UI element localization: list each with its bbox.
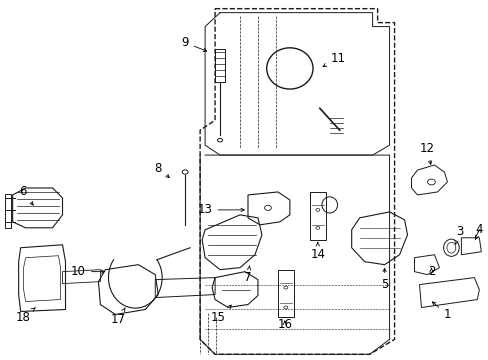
Text: 8: 8 bbox=[154, 162, 169, 177]
Text: 16: 16 bbox=[277, 318, 292, 331]
Text: 7: 7 bbox=[244, 266, 251, 284]
Text: 9: 9 bbox=[181, 36, 206, 51]
Text: 1: 1 bbox=[431, 302, 450, 321]
Bar bbox=[277, 270, 293, 318]
Text: 4: 4 bbox=[474, 223, 482, 239]
Text: 11: 11 bbox=[323, 52, 345, 67]
Text: 10: 10 bbox=[71, 265, 104, 278]
Text: 12: 12 bbox=[419, 141, 434, 165]
Text: 2: 2 bbox=[427, 265, 434, 278]
Text: 15: 15 bbox=[210, 305, 231, 324]
Bar bbox=[215, 49, 224, 82]
Text: 14: 14 bbox=[310, 242, 325, 261]
Bar bbox=[309, 192, 325, 240]
Text: 17: 17 bbox=[111, 308, 125, 326]
Text: 6: 6 bbox=[19, 185, 33, 205]
Text: 5: 5 bbox=[380, 269, 387, 291]
Text: 3: 3 bbox=[454, 225, 462, 244]
Text: 18: 18 bbox=[15, 308, 35, 324]
Text: 13: 13 bbox=[197, 203, 244, 216]
